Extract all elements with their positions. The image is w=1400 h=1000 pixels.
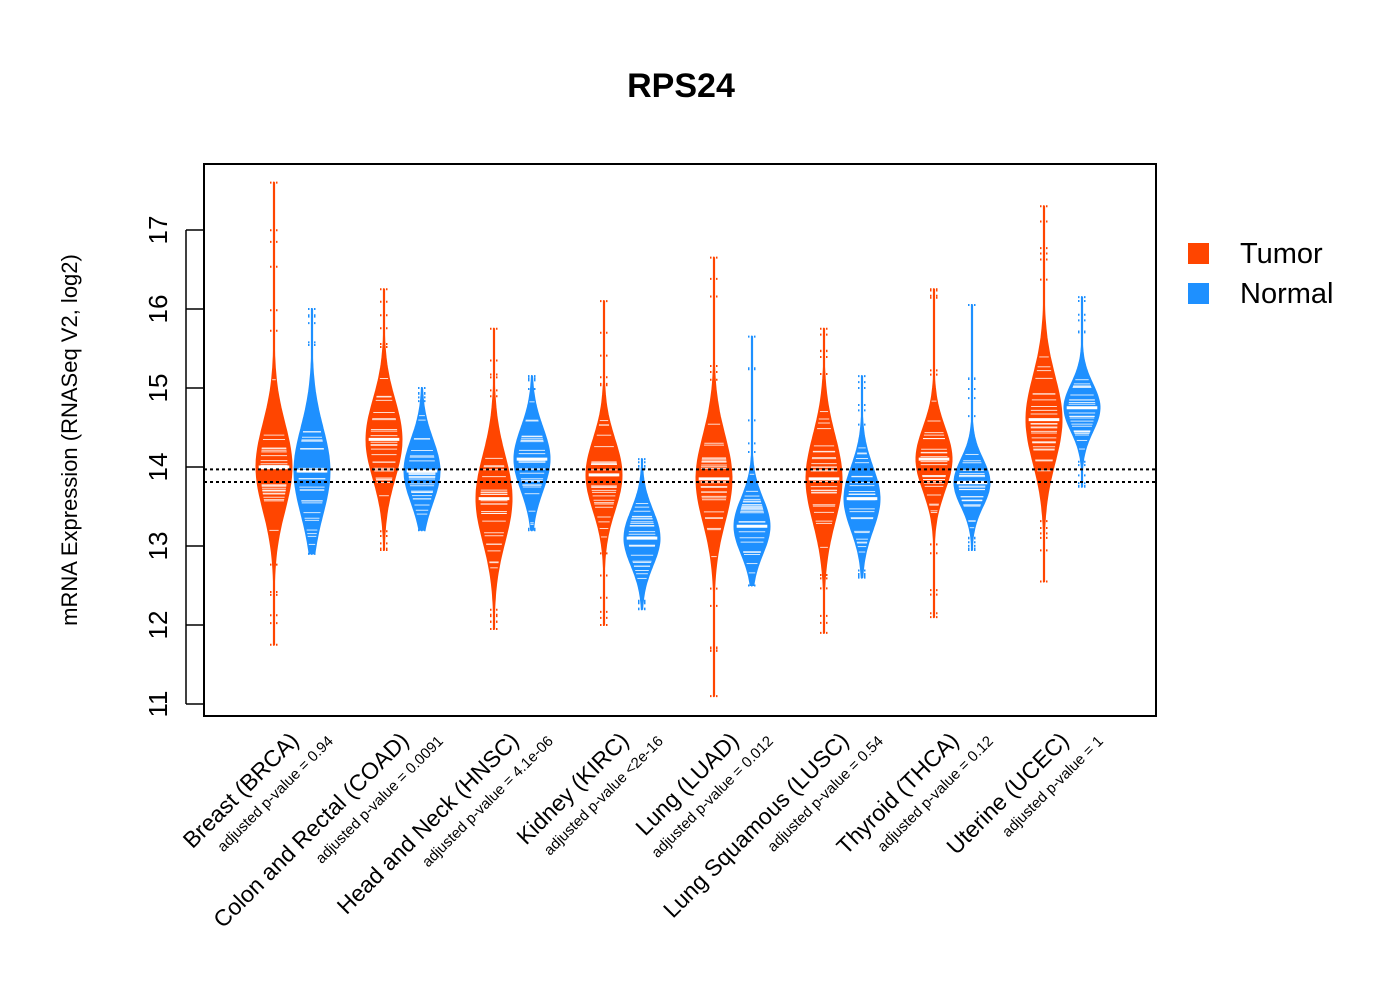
normal-violin bbox=[403, 387, 441, 532]
tumor-violin bbox=[475, 327, 513, 630]
legend-swatch bbox=[1188, 283, 1209, 304]
plot-area bbox=[204, 181, 1156, 698]
y-tick-label: 16 bbox=[143, 295, 173, 324]
legend-swatch bbox=[1188, 243, 1209, 264]
plot-frame bbox=[203, 163, 1157, 717]
y-tick-label: 12 bbox=[143, 611, 173, 640]
normal-violin bbox=[293, 308, 331, 555]
tumor-violin bbox=[585, 300, 623, 626]
x-axis-labels: Breast (BRCA)adjusted p-value = 0.94Colo… bbox=[178, 727, 1107, 932]
legend: Tumor Normal bbox=[1188, 238, 1333, 310]
y-tick-label: 11 bbox=[143, 691, 173, 718]
y-tick-label: 17 bbox=[143, 216, 173, 245]
tumor-violin bbox=[695, 256, 733, 698]
tumor-violin bbox=[1025, 205, 1063, 583]
legend-label: Normal bbox=[1240, 278, 1333, 310]
tumor-violin bbox=[365, 288, 403, 551]
normal-violin bbox=[733, 335, 771, 587]
normal-violin bbox=[953, 304, 991, 551]
tumor-violin bbox=[805, 327, 843, 634]
tumor-violin bbox=[915, 288, 953, 619]
y-axis-label: mRNA Expression (RNASeq V2, log2) bbox=[57, 254, 82, 626]
y-tick-label: 13 bbox=[143, 532, 173, 561]
y-tick-label: 15 bbox=[143, 374, 173, 403]
normal-violin bbox=[843, 375, 881, 579]
y-axis: 11 12 13 14 15 16 17 bbox=[143, 216, 204, 718]
tumor-violin bbox=[255, 181, 293, 646]
chart-title: RPS24 bbox=[627, 67, 735, 105]
normal-violin bbox=[1063, 296, 1101, 488]
y-tick-label: 14 bbox=[143, 453, 173, 482]
legend-label: Tumor bbox=[1240, 238, 1323, 270]
normal-violin bbox=[623, 458, 661, 611]
normal-violin bbox=[513, 375, 551, 532]
